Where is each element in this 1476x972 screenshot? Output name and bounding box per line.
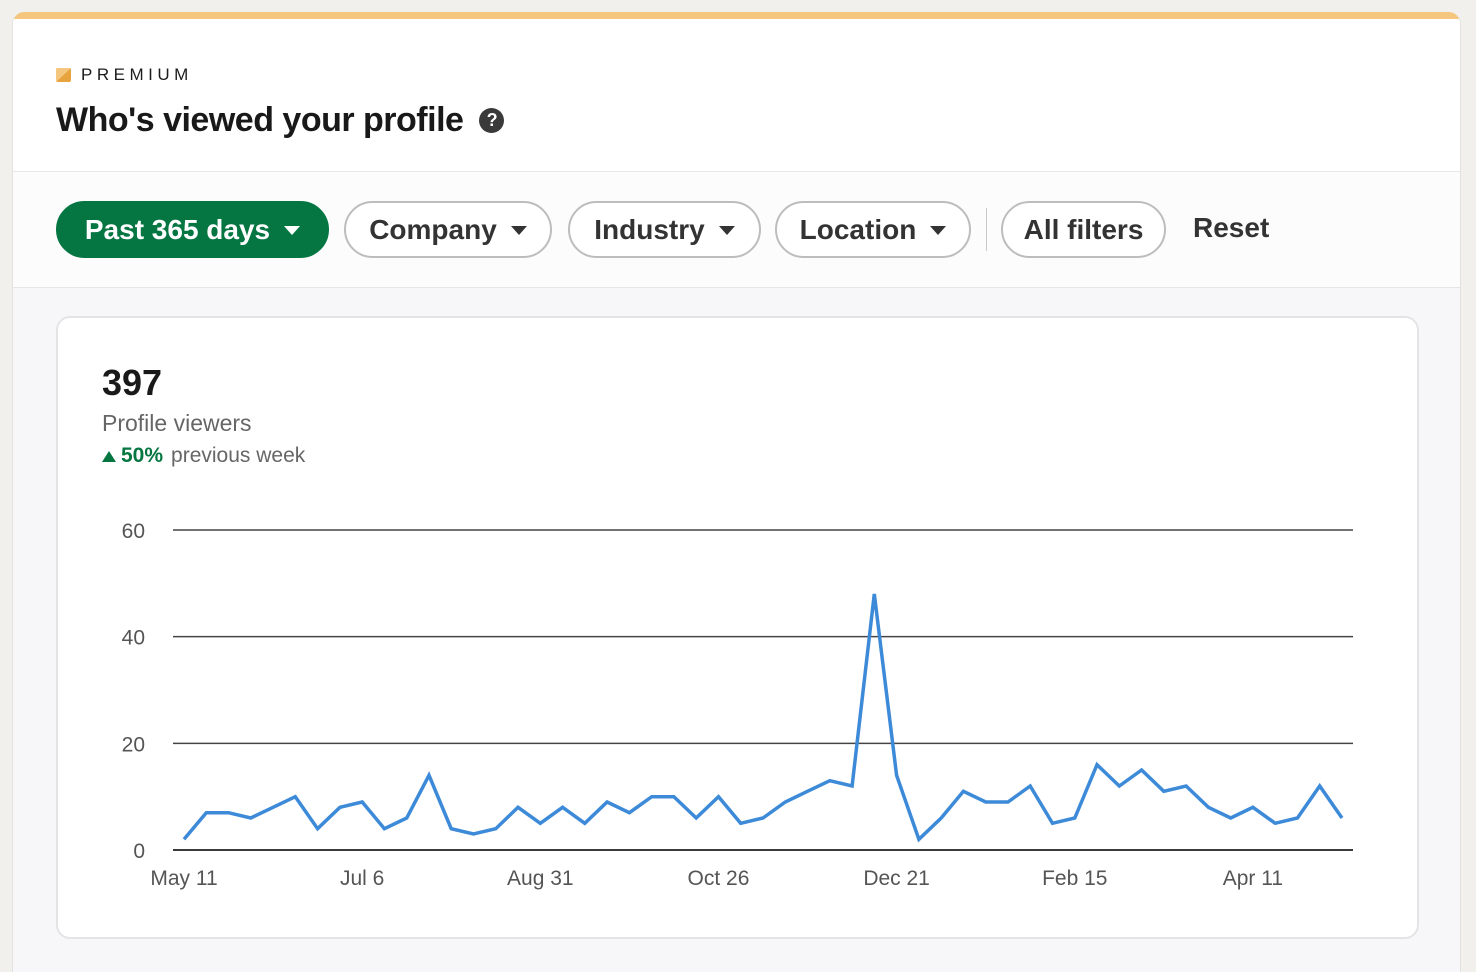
change-period-label: previous week: [171, 444, 306, 467]
viewers-line[interactable]: [182, 593, 1344, 843]
x-axis-tick-label: Aug 31: [507, 867, 574, 890]
filter-company-label: Company: [369, 213, 497, 245]
premium-badge-label: PREMIUM: [81, 65, 193, 84]
filter-time-range-label: Past 365 days: [84, 213, 271, 245]
viewers-chart-card: 397 Profile viewers 50% previous week 0 2…: [56, 316, 1419, 939]
filter-location-label: Location: [799, 213, 917, 245]
y-axis-tick-label: 0: [133, 840, 145, 863]
filter-time-range[interactable]: Past 365 days: [56, 201, 329, 258]
trend-up-icon: [102, 450, 116, 462]
x-axis-tick-label: May 11: [150, 867, 217, 890]
premium-badge: PREMIUM: [56, 65, 193, 85]
filter-divider: [986, 208, 987, 251]
profile-views-panel: PREMIUM Who's viewed your profile ? Past…: [12, 12, 1461, 972]
filter-bar: Past 365 days Company Industry Location …: [13, 172, 1460, 288]
reset-button[interactable]: Reset: [1193, 212, 1270, 243]
premium-logo-icon: [56, 68, 71, 82]
x-axis-tick-label: Apr 11: [1223, 867, 1283, 890]
caret-down-icon: [510, 226, 527, 235]
page-header: PREMIUM Who's viewed your profile ?: [13, 19, 1460, 172]
viewer-change: 50% previous week: [102, 444, 305, 468]
premium-accent-bar: [13, 12, 1460, 19]
all-filters-button[interactable]: All filters: [1001, 201, 1166, 258]
line-chart: 0 20 40 60 May 11 Jul 6 Aug 31 Oct 26 Dec 21 Feb …: [122, 520, 1353, 890]
filter-company[interactable]: Company: [344, 201, 552, 258]
x-axis-tick-label: Jul 6: [340, 867, 384, 890]
filter-location[interactable]: Location: [775, 201, 971, 258]
y-axis-tick-label: 60: [122, 520, 145, 543]
y-axis-tick-label: 20: [122, 733, 145, 756]
caret-down-icon: [284, 226, 301, 235]
y-axis-tick-label: 40: [122, 627, 145, 650]
page-title-text: Who's viewed your profile: [56, 101, 464, 139]
caret-down-icon: [718, 226, 735, 235]
caret-down-icon: [930, 226, 947, 235]
page-title: Who's viewed your profile ?: [56, 101, 505, 140]
filter-industry-label: Industry: [594, 213, 705, 245]
x-axis-tick-label: Dec 21: [863, 867, 930, 890]
question-circle-icon[interactable]: ?: [479, 108, 505, 133]
x-axis-tick-label: Oct 26: [688, 867, 750, 890]
change-percent: 50%: [121, 444, 164, 467]
viewer-count: 397: [102, 362, 163, 403]
filter-industry[interactable]: Industry: [568, 201, 761, 258]
x-axis-tick-label: Feb 15: [1042, 867, 1107, 890]
all-filters-label: All filters: [1023, 213, 1144, 245]
viewer-count-label: Profile viewers: [102, 410, 252, 436]
